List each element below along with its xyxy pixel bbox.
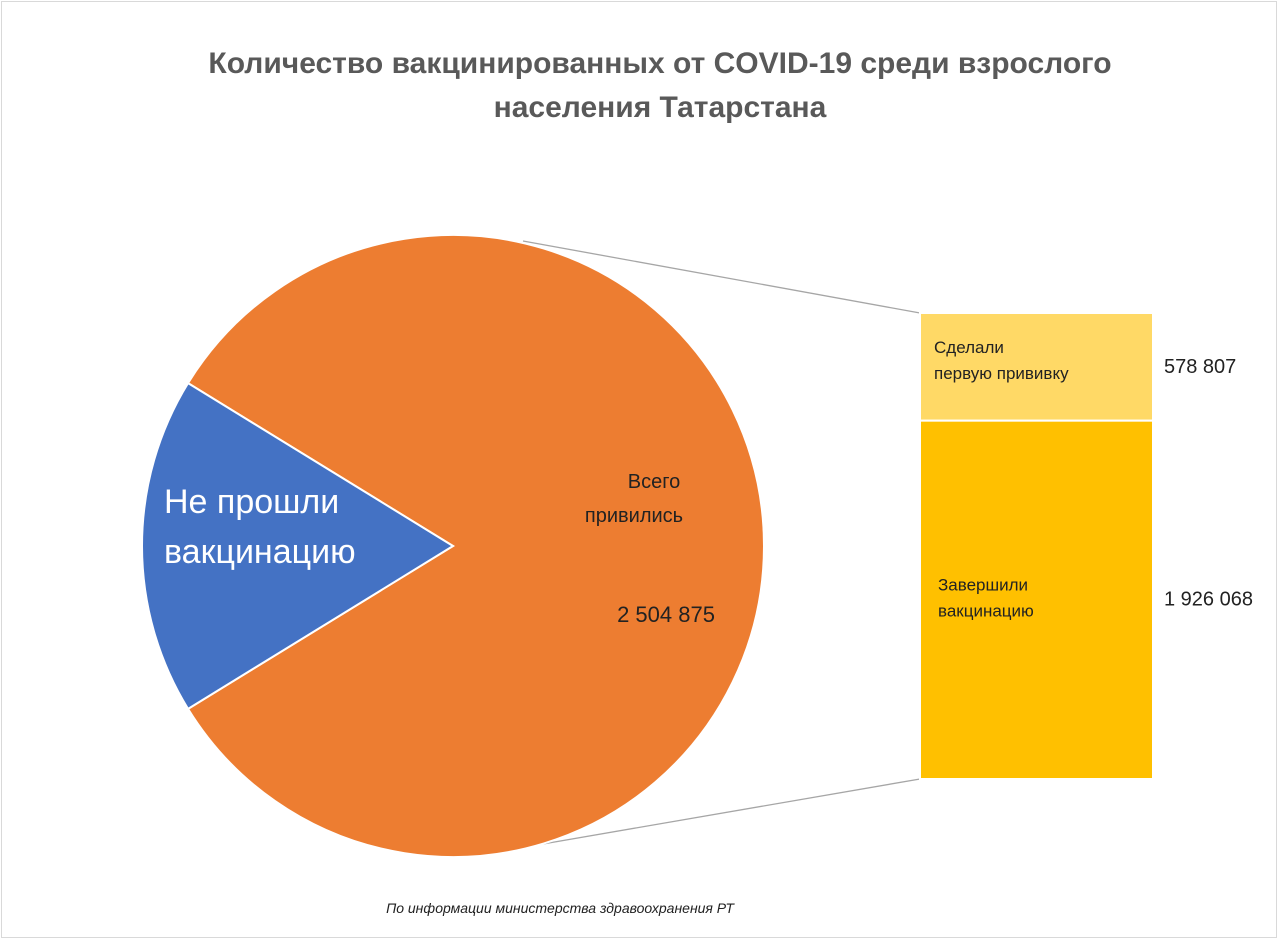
chart-title: Количество вакцинированных от COVID-19 с… [208,47,1112,124]
pie-label-not-vaccinated-line1: Не прошли [164,483,339,521]
connector-line-top [522,240,921,314]
bar-segment-first-dose-label-line1: Сделали [934,338,1004,357]
pie-slice-not-vaccinated [141,381,455,711]
bar-segment-first-dose [919,312,1154,422]
pie-label-vaccinated-line2: привились [585,505,683,527]
bar-value-completed: 1 926 068 [1164,589,1253,611]
pie-label-not-vaccinated-line2: вакцинацию [164,533,356,571]
bar-value-first-dose: 578 807 [1164,356,1236,378]
pie-value-vaccinated: 2 504 875 [617,602,715,627]
pie-slice-vaccinated [186,234,766,858]
bar-segment-first-dose-label-line2: первую прививку [934,364,1069,383]
source-note: По информации министерства здравоохранен… [386,900,734,916]
pie-label-vaccinated-line1: Всего [628,471,680,493]
bar-segment-completed-label-line2: вакцинацию [938,602,1034,621]
connector-line-bottom [542,778,921,845]
bar-segment-completed-label-line1: Завершили [938,576,1028,595]
bar-segment-completed [919,419,1154,780]
